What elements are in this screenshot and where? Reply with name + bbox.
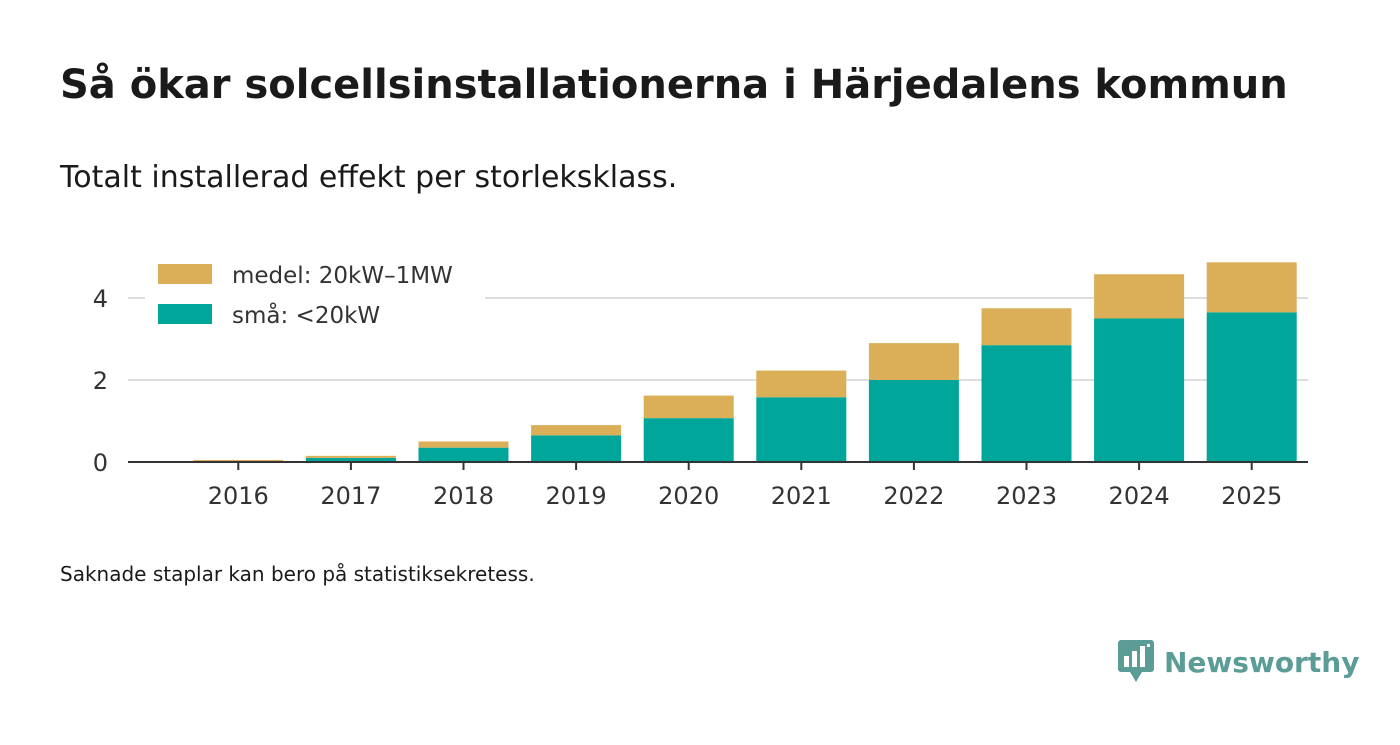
- bar-small-2016: [193, 461, 284, 462]
- bar-small-2025: [1206, 312, 1297, 462]
- bar-medium-2023: [981, 308, 1072, 346]
- legend: medel: 20kW–1MW små: <20kW: [145, 255, 485, 335]
- x-tick-label: 2025: [1221, 482, 1282, 510]
- legend-swatch-medium: [158, 264, 212, 284]
- brand-logo: Newsworthy: [1118, 640, 1359, 684]
- chart-subtitle: Totalt installerad effekt per storlekskl…: [60, 160, 678, 195]
- bar-medium-2017: [305, 455, 396, 458]
- chart-title: Så ökar solcellsinstallationerna i Härje…: [60, 62, 1288, 108]
- gridlines: [128, 297, 1308, 381]
- y-tick-label: 4: [93, 285, 108, 313]
- x-tick-label: 2016: [208, 482, 269, 510]
- bar-medium-2022: [868, 343, 959, 380]
- bars: [193, 262, 1297, 462]
- axes: 0 2 4 2016 2017 2018 2019 2020 2021 2022 2023 2024 2…: [93, 285, 1308, 510]
- footnote: Saknade staplar kan bero på statistiksek…: [60, 562, 535, 586]
- x-tick-label: 2018: [433, 482, 494, 510]
- bar-medium-2025: [1206, 262, 1297, 313]
- bar-small-2021: [756, 397, 847, 462]
- x-tick-label: 2020: [658, 482, 719, 510]
- newsworthy-logo-icon: [1118, 640, 1154, 682]
- bar-small-2024: [1094, 318, 1185, 462]
- bar-small-2018: [418, 447, 509, 462]
- bar-medium-2021: [756, 370, 847, 398]
- bar-small-2019: [531, 435, 622, 462]
- bar-medium-2018: [418, 441, 509, 448]
- bar-small-2020: [643, 418, 734, 462]
- legend-background: [145, 255, 485, 335]
- bar-medium-2016: [193, 459, 284, 462]
- bar-medium-2019: [531, 425, 622, 436]
- x-tick-label: 2019: [546, 482, 607, 510]
- bar-small-2017: [305, 457, 396, 462]
- y-tick-label: 0: [93, 449, 108, 477]
- brand-name: Newsworthy: [1164, 645, 1360, 679]
- legend-swatch-small: [158, 304, 212, 324]
- bar-small-2022: [868, 380, 959, 462]
- legend-label-small: små: <20kW: [232, 301, 380, 329]
- x-tick-label: 2023: [996, 482, 1057, 510]
- y-tick-label: 2: [93, 367, 108, 395]
- x-tick-label: 2022: [883, 482, 944, 510]
- legend-label-medium: medel: 20kW–1MW: [232, 263, 453, 289]
- x-tick-label: 2024: [1109, 482, 1170, 510]
- bar-small-2023: [981, 345, 1072, 462]
- x-tick-label: 2017: [320, 482, 381, 510]
- bar-medium-2024: [1094, 274, 1185, 319]
- bar-medium-2020: [643, 395, 734, 419]
- x-tick-label: 2021: [771, 482, 832, 510]
